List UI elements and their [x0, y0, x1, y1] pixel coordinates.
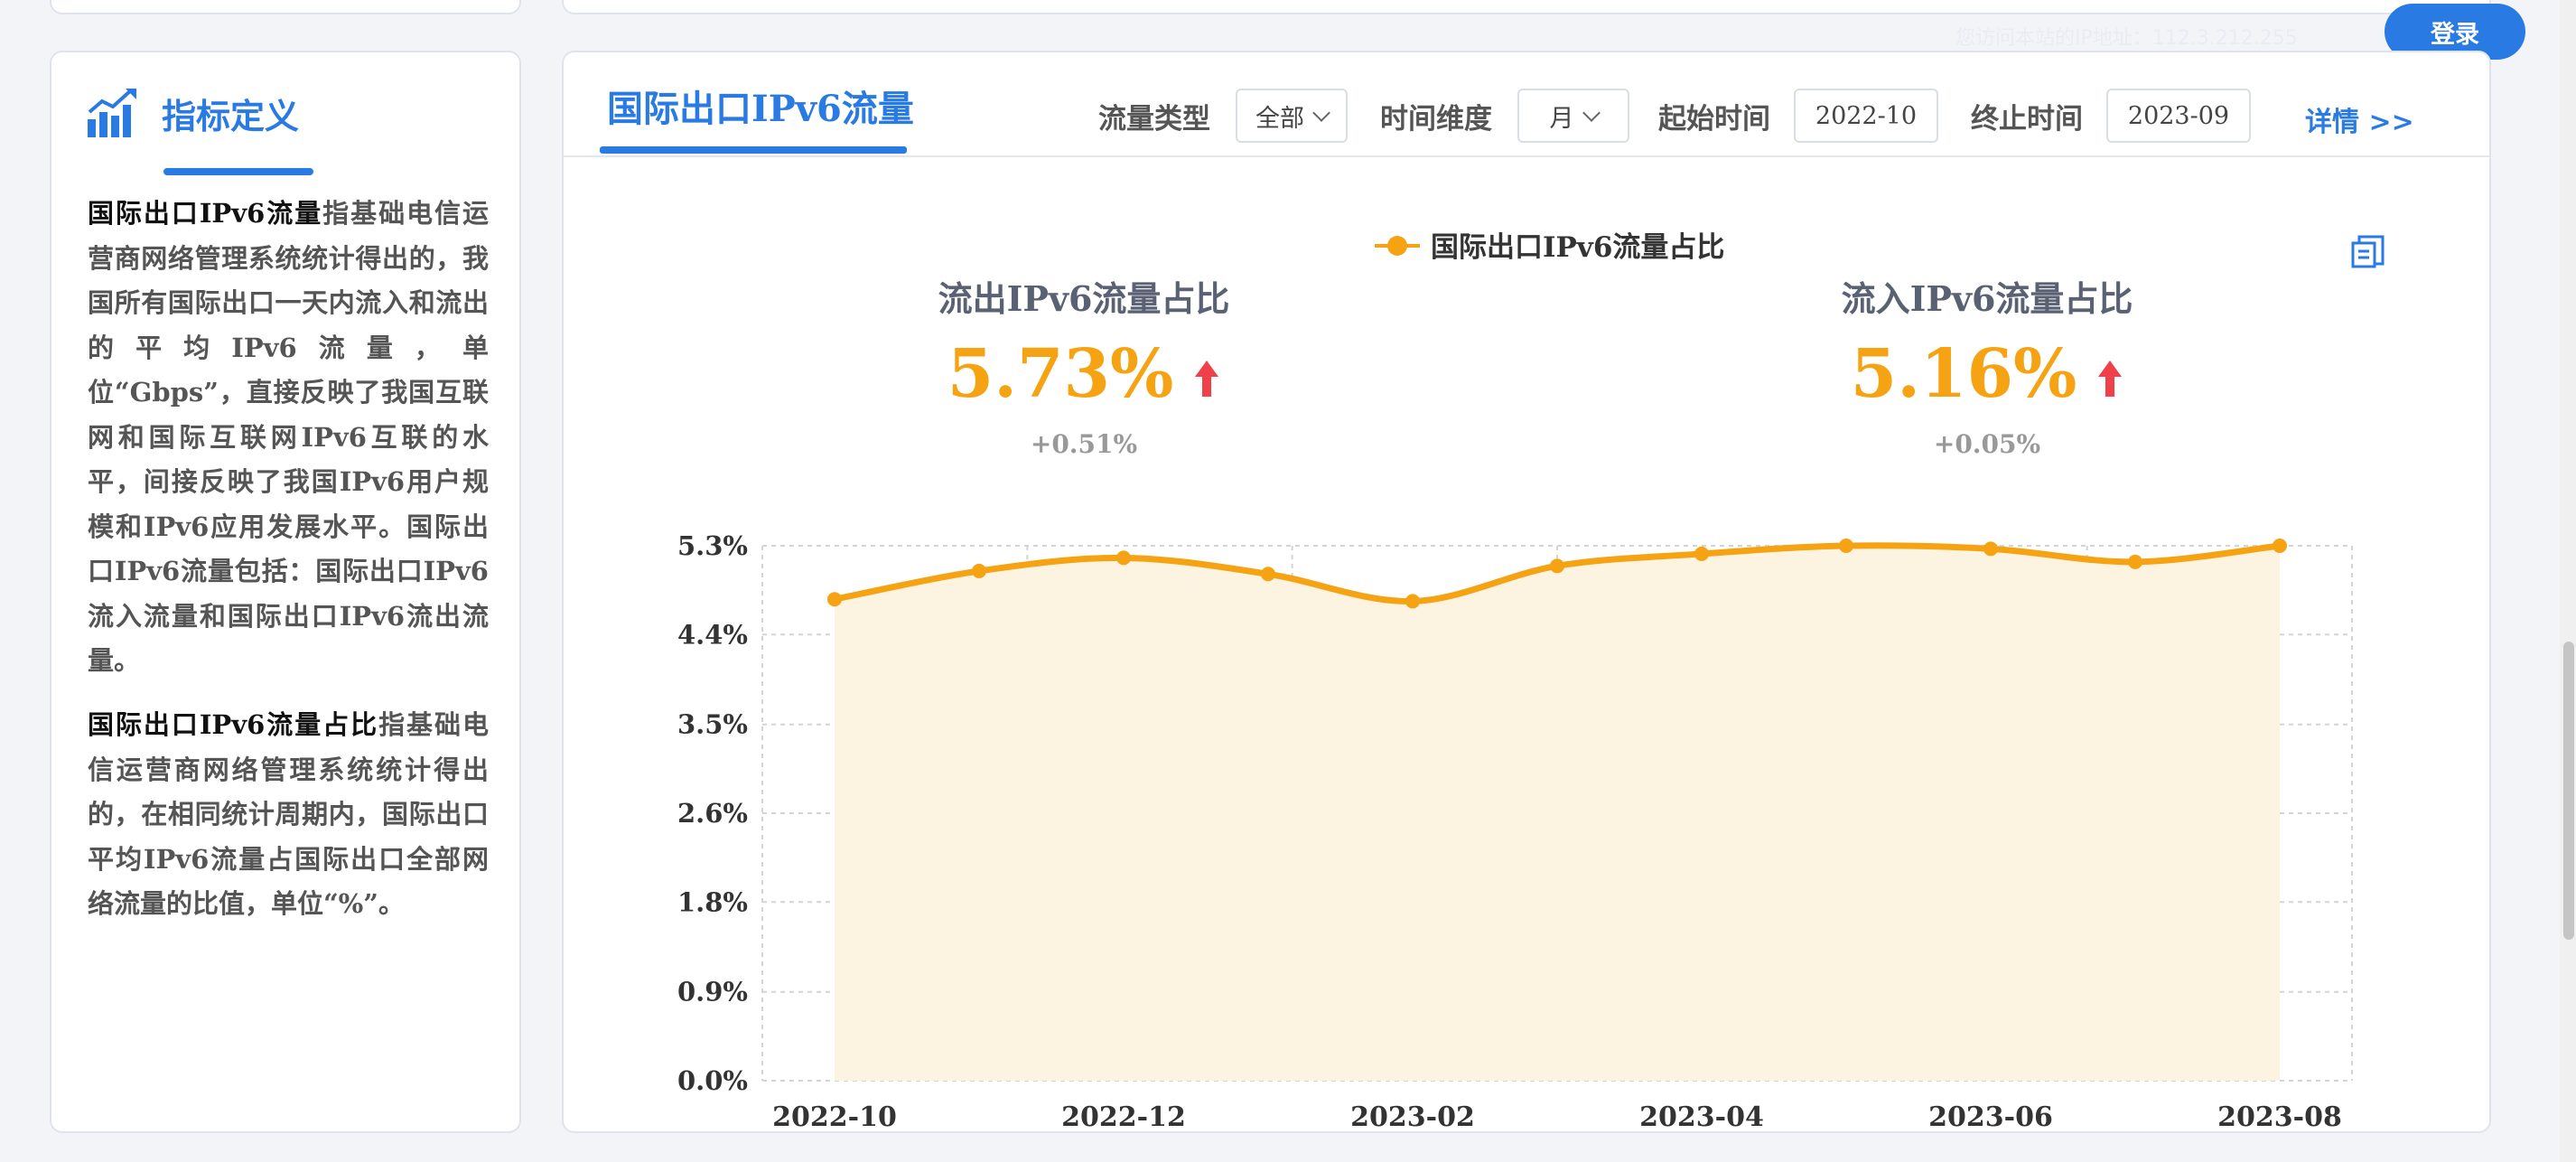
kpi-outbound-value: 5.73% — [947, 335, 1174, 413]
legend-label: 国际出口IPv6流量占比 — [1431, 231, 1725, 264]
definition-ratio-term: 国际出口IPv6流量占比 — [88, 709, 379, 740]
traffic-chart-panel: 国际出口IPv6流量 流量类型 全部 时间维度 月 起始时间 2022-10 终… — [562, 51, 2491, 1133]
y-tick-label: 5.3% — [677, 530, 748, 561]
data-point — [972, 563, 986, 578]
ip-notice: 您访问本站的IP地址：112.3.212.255 — [1955, 27, 2298, 50]
tab-ipv6-traffic[interactable]: 国际出口IPv6流量 — [607, 88, 914, 130]
y-tick-label: 3.5% — [677, 709, 748, 740]
x-tick-label: 2022-10 — [772, 1101, 897, 1131]
time-dimension-select[interactable]: 月 — [1517, 89, 1629, 143]
y-tick-label: 0.0% — [677, 1065, 748, 1096]
data-point — [1839, 539, 1853, 553]
indicator-underline — [163, 168, 313, 175]
legend-marker — [1375, 231, 1420, 258]
data-point — [1261, 567, 1275, 582]
definition-ratio-text: 指基础电信运营商网络管理系统统计得出的，在相同统计周期内，国际出口平均IPv6流… — [88, 709, 489, 919]
series-area — [835, 545, 2280, 1081]
flow-type-select[interactable]: 全部 — [1236, 89, 1348, 143]
start-time-input[interactable]: 2022-10 — [1794, 89, 1938, 143]
data-point — [1405, 594, 1420, 609]
kpi-inbound-change: +0.05% — [1933, 429, 2041, 459]
up-arrow-icon — [1195, 361, 1219, 397]
y-tick-label: 4.4% — [677, 619, 748, 650]
x-tick-label: 2022-12 — [1061, 1101, 1186, 1131]
scrollbar-track[interactable] — [2560, 0, 2576, 1162]
definition-traffic-text: 指基础电信运营商网络管理系统统计得出的，我国所有国际出口一天内流入和流出的平均I… — [88, 198, 489, 676]
chart-bars-icon — [88, 89, 136, 137]
scrollbar-thumb[interactable] — [2563, 642, 2574, 940]
data-point — [1983, 541, 1998, 557]
details-link[interactable]: 详情 >> — [2305, 107, 2414, 138]
definition-ratio: 国际出口IPv6流量占比指基础电信运营商网络管理系统统计得出的，在相同统计周期内… — [88, 703, 489, 927]
kpi-outbound-title: 流出IPv6流量占比 — [938, 278, 1230, 319]
end-time-input[interactable]: 2023-09 — [2106, 89, 2251, 143]
kpi-inbound-value: 5.16% — [1850, 335, 2077, 413]
top-left-card — [50, 0, 521, 14]
data-point — [2273, 539, 2287, 553]
x-tick-label: 2023-02 — [1350, 1101, 1475, 1131]
indicator-title: 指标定义 — [162, 95, 300, 136]
up-arrow-icon — [2098, 361, 2123, 397]
kpi-outbound: 流出IPv6流量占比 5.73% +0.51% — [831, 271, 1337, 459]
data-point — [827, 592, 842, 607]
x-tick-label: 2023-08 — [2217, 1101, 2342, 1131]
tab-underline — [600, 146, 907, 154]
time-dimension-value: 月 — [1549, 104, 1574, 133]
x-tick-label: 2023-06 — [1928, 1101, 2053, 1131]
y-tick-label: 2.6% — [677, 798, 748, 829]
data-point — [1116, 550, 1131, 566]
indicator-definition-panel: 指标定义 国际出口IPv6流量指基础电信运营商网络管理系统统计得出的，我国所有国… — [50, 51, 521, 1133]
end-time-label: 终止时间 — [1971, 103, 2083, 136]
indicator-header: 指标定义 — [86, 87, 299, 139]
time-dimension-label: 时间维度 — [1380, 103, 1492, 136]
flow-type-label: 流量类型 — [1098, 103, 1210, 136]
line-chart: 0.0% 0.9% 1.8% 2.6% 3.5% 4.4% 5.3% 2022-10 2022-… — [677, 530, 2353, 1131]
y-tick-label: 0.9% — [677, 977, 748, 1007]
kpi-inbound: 流入IPv6流量占比 5.16% +0.05% — [1734, 271, 2240, 459]
data-point — [1550, 558, 1564, 574]
top-right-card — [562, 0, 2491, 14]
data-point — [1694, 546, 1709, 561]
login-button[interactable]: 登录 — [2385, 4, 2525, 60]
tab-divider — [564, 155, 2489, 157]
definition-traffic: 国际出口IPv6流量指基础电信运营商网络管理系统统计得出的，我国所有国际出口一天… — [88, 192, 489, 684]
start-time-label: 起始时间 — [1658, 103, 1770, 136]
copy-icon[interactable] — [2350, 233, 2386, 269]
flow-type-value: 全部 — [1255, 104, 1304, 133]
x-tick-label: 2023-04 — [1639, 1101, 1764, 1131]
chart-legend[interactable]: 国际出口IPv6流量占比 — [1375, 224, 1724, 265]
kpi-outbound-change: +0.51% — [1030, 429, 1138, 459]
kpi-inbound-title: 流入IPv6流量占比 — [1841, 278, 2133, 319]
data-point — [2128, 554, 2142, 569]
definition-traffic-term: 国际出口IPv6流量 — [88, 198, 323, 229]
y-tick-label: 1.8% — [677, 886, 748, 917]
